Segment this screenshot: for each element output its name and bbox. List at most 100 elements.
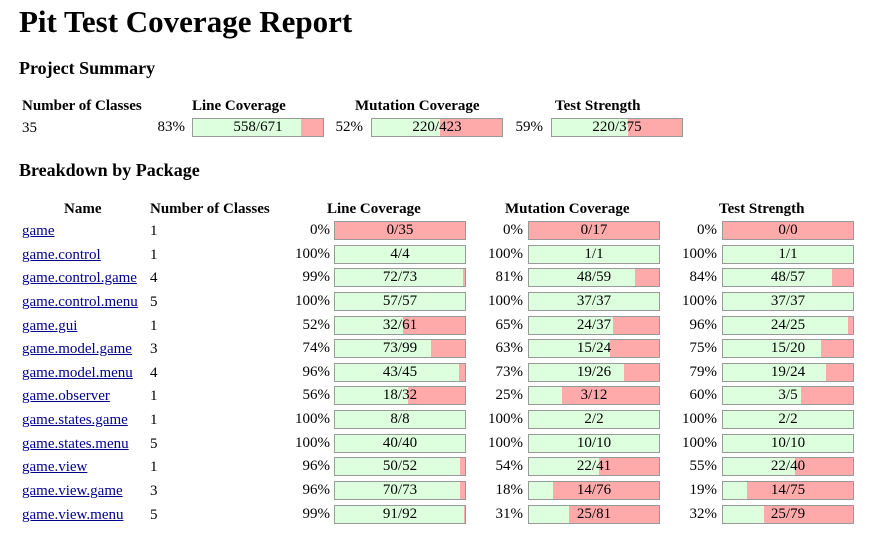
package-strength-percent: 100% xyxy=(682,293,717,309)
package-mutation-bar-fill xyxy=(529,317,614,334)
package-line-bar: 18/32 xyxy=(334,386,466,405)
package-mutation-bar-label: 3/12 xyxy=(580,387,608,403)
package-mutation-bar-label: 48/59 xyxy=(576,269,612,285)
summary-mutation-header: Mutation Coverage xyxy=(355,98,480,114)
package-class-count: 1 xyxy=(150,412,158,428)
summary-classes-header: Number of Classes xyxy=(22,98,142,114)
package-mutation-bar-fill xyxy=(529,458,599,475)
package-class-count: 1 xyxy=(150,459,158,475)
package-strength-bar-fill xyxy=(723,482,748,499)
package-line-bar: 70/73 xyxy=(334,481,466,500)
package-line-bar: 40/40 xyxy=(334,434,466,453)
package-strength-bar-fill xyxy=(723,269,833,286)
package-mutation-bar: 1/1 xyxy=(528,245,660,264)
package-mutation-percent: 25% xyxy=(495,387,524,403)
package-mutation-bar-fill xyxy=(529,269,635,286)
breakdown-mutation-header: Mutation Coverage xyxy=(505,201,630,217)
package-strength-bar: 3/5 xyxy=(722,386,854,405)
package-line-bar-label: 32/61 xyxy=(382,317,418,333)
package-link[interactable]: game.model.game xyxy=(22,341,132,357)
summary-mutation-bar: 220/423 xyxy=(371,118,503,137)
package-link[interactable]: game xyxy=(22,223,55,239)
package-mutation-bar: 0/17 xyxy=(528,221,660,240)
package-line-bar: 72/73 xyxy=(334,268,466,287)
package-link[interactable]: game.control.menu xyxy=(22,294,138,310)
package-mutation-bar-fill xyxy=(529,482,553,499)
package-line-bar-label: 70/73 xyxy=(382,482,418,498)
package-line-percent: 99% xyxy=(302,269,331,285)
package-link[interactable]: game.states.menu xyxy=(22,436,129,452)
package-strength-percent: 55% xyxy=(689,458,718,474)
package-strength-bar-fill xyxy=(723,246,853,263)
package-line-bar-label: 91/92 xyxy=(382,506,418,522)
package-mutation-bar: 25/81 xyxy=(528,505,660,524)
package-strength-bar-label: 10/10 xyxy=(770,435,806,451)
package-strength-percent: 60% xyxy=(689,387,718,403)
package-mutation-bar-label: 15/24 xyxy=(576,340,612,356)
package-line-bar-fill xyxy=(335,293,465,310)
package-strength-bar: 24/25 xyxy=(722,316,854,335)
package-strength-bar-fill xyxy=(723,435,853,452)
package-link[interactable]: game.observer xyxy=(22,388,110,404)
package-mutation-percent: 65% xyxy=(495,317,524,333)
package-mutation-bar-fill xyxy=(529,506,570,523)
page-title: Pit Test Coverage Report xyxy=(19,4,353,39)
package-mutation-bar-label: 25/81 xyxy=(576,506,612,522)
package-strength-percent: 32% xyxy=(689,506,718,522)
package-line-bar-label: 18/32 xyxy=(382,387,418,403)
package-line-bar-fill xyxy=(335,246,465,263)
package-link[interactable]: game.view xyxy=(22,459,88,475)
summary-classes-count: 35 xyxy=(22,120,37,136)
summary-mutation-bar-label: 220/423 xyxy=(412,119,462,135)
package-mutation-bar-label: 14/76 xyxy=(576,482,612,498)
package-mutation-bar: 2/2 xyxy=(528,410,660,429)
summary-line-bar: 558/671 xyxy=(192,118,324,137)
package-strength-bar-label: 2/2 xyxy=(778,411,798,427)
package-line-percent: 96% xyxy=(302,458,331,474)
package-mutation-bar: 3/12 xyxy=(528,386,660,405)
package-line-bar-fill xyxy=(335,458,460,475)
package-mutation-bar: 10/10 xyxy=(528,434,660,453)
package-line-bar-label: 50/52 xyxy=(382,458,418,474)
package-link[interactable]: game.view.menu xyxy=(22,507,124,523)
package-mutation-bar-label: 0/17 xyxy=(580,222,608,238)
package-line-bar: 73/99 xyxy=(334,339,466,358)
package-strength-bar-fill xyxy=(723,317,848,334)
package-strength-bar-fill xyxy=(723,411,853,428)
package-link[interactable]: game.states.game xyxy=(22,412,128,428)
package-line-bar-label: 57/57 xyxy=(382,293,418,309)
package-strength-percent: 79% xyxy=(689,364,718,380)
package-class-count: 5 xyxy=(150,436,158,452)
package-link[interactable]: game.view.game xyxy=(22,483,123,499)
package-link[interactable]: game.control xyxy=(22,247,101,263)
package-mutation-bar-fill xyxy=(529,246,659,263)
package-strength-bar-label: 24/25 xyxy=(770,317,806,333)
package-line-bar: 91/92 xyxy=(334,505,466,524)
package-link[interactable]: game.control.game xyxy=(22,270,137,286)
package-mutation-bar-fill xyxy=(529,411,659,428)
summary-strength-percent: 59% xyxy=(515,119,544,135)
summary-line-header: Line Coverage xyxy=(192,98,286,114)
breakdown-line-header: Line Coverage xyxy=(327,201,421,217)
package-strength-bar-label: 22/40 xyxy=(770,458,806,474)
package-line-bar-fill xyxy=(335,506,464,523)
summary-line-bar-fill xyxy=(193,119,302,136)
package-class-count: 1 xyxy=(150,388,158,404)
package-strength-bar-label: 19/24 xyxy=(770,364,806,380)
package-mutation-percent: 100% xyxy=(488,246,523,262)
package-class-count: 3 xyxy=(150,483,158,499)
package-link[interactable]: game.model.menu xyxy=(22,365,133,381)
package-mutation-bar: 37/37 xyxy=(528,292,660,311)
package-mutation-bar: 22/41 xyxy=(528,457,660,476)
package-link[interactable]: game.gui xyxy=(22,318,78,334)
breakdown-heading: Breakdown by Package xyxy=(19,160,200,180)
package-mutation-bar-label: 10/10 xyxy=(576,435,612,451)
package-line-bar-fill xyxy=(335,435,465,452)
package-strength-percent: 100% xyxy=(682,411,717,427)
package-strength-bar: 37/37 xyxy=(722,292,854,311)
package-strength-bar: 2/2 xyxy=(722,410,854,429)
package-mutation-bar-fill xyxy=(529,387,562,404)
package-strength-percent: 19% xyxy=(689,482,718,498)
package-mutation-percent: 18% xyxy=(495,482,524,498)
summary-mutation-bar-fill xyxy=(372,119,440,136)
